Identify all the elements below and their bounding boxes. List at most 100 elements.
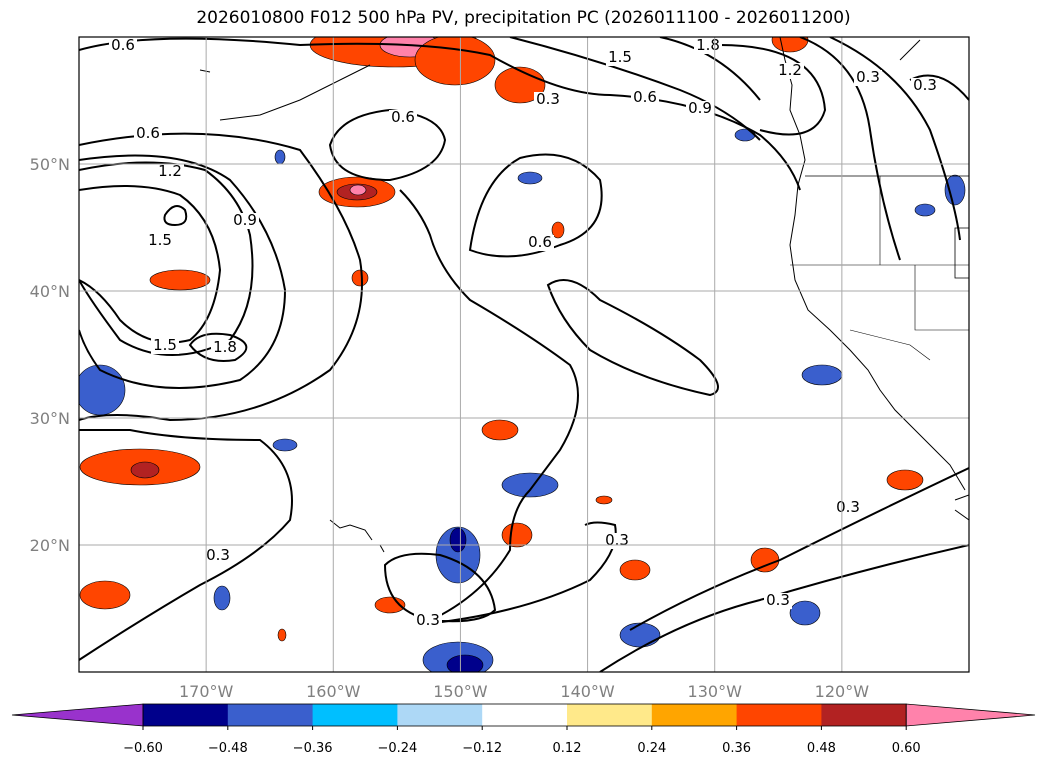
- colorbar-segment: [397, 704, 483, 726]
- contour-label-bg: [204, 548, 232, 564]
- contour-0.3-ne1: [799, 37, 901, 261]
- contour-label-bg: [134, 126, 162, 142]
- lon-tick-label: 130°W: [688, 682, 743, 701]
- contour-label: 0.6: [111, 36, 135, 54]
- contour-label: 0.3: [856, 68, 880, 86]
- contour-label: 1.5: [153, 336, 177, 354]
- colorbar-tick-label: 0.24: [637, 741, 666, 756]
- colorbar-frame: [142, 703, 907, 727]
- contour-label-bg: [231, 213, 259, 229]
- contour-label: 0.3: [605, 531, 629, 549]
- contour-1.5-west-inner: [163, 205, 188, 227]
- precip-patch: [789, 600, 821, 626]
- contour-label: 0.9: [688, 99, 712, 117]
- precip-patch: [914, 203, 936, 217]
- chart-title: 2026010800 F012 500 hPa PV, precipitatio…: [196, 8, 851, 28]
- contour-0.6-circle: [328, 108, 447, 182]
- contour-label-bg: [854, 70, 882, 86]
- precip-patch: [595, 495, 613, 505]
- contour-label: 0.6: [633, 88, 657, 106]
- precip-patch: [374, 596, 406, 614]
- contour-0.6-mid: [468, 153, 603, 258]
- precip-patch: [130, 461, 160, 479]
- precip-patch: [501, 472, 559, 498]
- contour-label-bg: [764, 593, 792, 609]
- colorbar-segment: [482, 704, 568, 726]
- lon-tick-label: 150°W: [433, 682, 488, 701]
- lat-tick-label: 40°N: [30, 282, 70, 301]
- colorbar-extend-low: [11, 703, 144, 727]
- lat-tick-label: 50°N: [30, 155, 70, 174]
- precip-patch: [619, 622, 661, 648]
- precip-patch: [517, 171, 543, 185]
- precip-patch: [449, 527, 467, 553]
- colorbar-tick-label: −0.12: [462, 741, 502, 756]
- contour-label: 0.3: [836, 498, 860, 516]
- precip-patch: [801, 364, 843, 386]
- contour-label-bg: [606, 50, 634, 66]
- contour-0.3-se: [629, 467, 969, 631]
- precip-patch: [944, 174, 966, 206]
- colorbar-segment: [651, 704, 738, 726]
- colorbar-segment: [736, 704, 822, 726]
- contour-0.6-west: [79, 132, 363, 422]
- colorbar-tick-label: −0.24: [377, 741, 417, 756]
- contour-label-bg: [526, 235, 554, 251]
- lat-tick-label: 20°N: [30, 536, 70, 555]
- lat-tick-label: 30°N: [30, 409, 70, 428]
- precip-patch: [274, 149, 286, 165]
- contour-label-bg: [414, 613, 442, 629]
- precip-patch: [79, 580, 131, 610]
- colorbar-segment: [567, 704, 653, 726]
- colorbar-segment: [227, 704, 314, 726]
- colorbar-segment: [143, 704, 229, 726]
- lon-tick-label: 140°W: [560, 682, 615, 701]
- precip-patch: [446, 654, 484, 672]
- contour-label: 1.5: [148, 231, 172, 249]
- precip-patch: [551, 221, 565, 239]
- precip-patch: [213, 585, 231, 611]
- colorbar-tick-label: 0.36: [722, 741, 751, 756]
- contour-label-bg: [109, 38, 137, 54]
- precip-patch: [349, 184, 367, 196]
- contour-label-bg: [834, 500, 862, 516]
- lon-tick-label: 170°W: [179, 682, 234, 701]
- contour-0.3-big: [79, 189, 579, 661]
- contour-label: 1.2: [158, 162, 182, 180]
- map-frame: [78, 36, 970, 673]
- colorbar-segment: [312, 704, 398, 726]
- contour-1.8-west: [188, 332, 248, 362]
- contour-label: 1.8: [696, 36, 720, 54]
- colorbar-extend-high: [905, 703, 1036, 727]
- precip-patch: [149, 269, 211, 291]
- contour-label: 1.5: [608, 48, 632, 66]
- contour-label-bg: [211, 340, 239, 356]
- lat-tick-labels: 20°N 30°N 40°N 50°N: [30, 155, 70, 555]
- contour-label: 0.3: [913, 76, 937, 94]
- precip-patch: [771, 37, 809, 53]
- contour-1.5-north: [509, 37, 761, 141]
- contour-1.5-west: [79, 185, 222, 344]
- contour-label: 1.2: [778, 61, 802, 79]
- contour-label-bg: [776, 63, 804, 79]
- precip-patch: [750, 547, 780, 573]
- lon-tick-label: 120°W: [815, 682, 870, 701]
- precip-patch: [619, 559, 651, 581]
- contour-label-bg: [146, 233, 174, 249]
- contour-label-bg: [151, 338, 179, 354]
- precip-patch: [481, 419, 519, 441]
- contour-label: 0.6: [528, 233, 552, 251]
- contour-label-bg: [686, 101, 714, 117]
- precip-patch: [277, 628, 287, 642]
- contour-label-bg: [631, 90, 659, 106]
- contour-0.3-right: [414, 521, 969, 672]
- precip-patch: [501, 522, 533, 548]
- contour-label: 0.9: [233, 211, 257, 229]
- contour-0.6-north: [79, 37, 801, 191]
- precip-patch: [79, 364, 126, 416]
- colorbar-tick-label: 0.12: [553, 741, 582, 756]
- contour-label: 0.3: [416, 611, 440, 629]
- contour-0.3-ne2: [829, 37, 961, 241]
- colorbar-tick-label: 0.60: [892, 741, 921, 756]
